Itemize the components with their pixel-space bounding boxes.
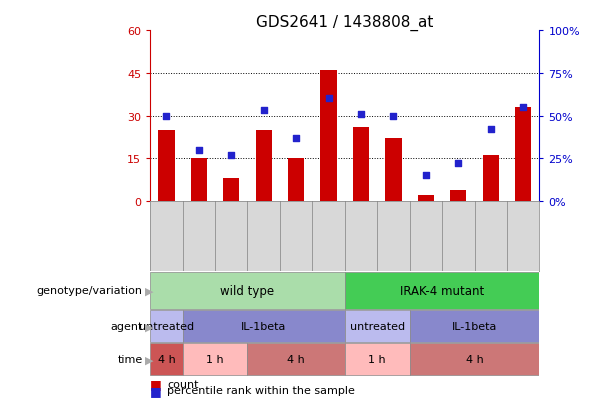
Bar bbox=[191, 159, 207, 202]
Text: ▶: ▶ bbox=[145, 321, 154, 331]
Bar bbox=[248, 344, 345, 375]
Point bbox=[519, 104, 528, 111]
Point bbox=[161, 113, 171, 119]
Point bbox=[421, 173, 431, 179]
Text: percentile rank within the sample: percentile rank within the sample bbox=[167, 385, 355, 395]
Point bbox=[454, 161, 463, 167]
Text: genotype/variation: genotype/variation bbox=[37, 286, 143, 296]
Text: ▶: ▶ bbox=[145, 354, 154, 364]
Bar bbox=[288, 159, 304, 202]
Bar bbox=[150, 344, 183, 375]
Text: untreated: untreated bbox=[349, 321, 405, 331]
Text: 1 h: 1 h bbox=[206, 354, 224, 364]
Point bbox=[324, 96, 333, 102]
Bar bbox=[345, 311, 409, 342]
Text: wild type: wild type bbox=[221, 284, 275, 297]
Text: agent: agent bbox=[110, 321, 143, 331]
Bar bbox=[386, 139, 402, 202]
Bar bbox=[345, 344, 409, 375]
Bar bbox=[183, 311, 345, 342]
Bar bbox=[409, 344, 539, 375]
Bar bbox=[150, 311, 183, 342]
Point bbox=[291, 135, 301, 142]
Point bbox=[486, 126, 496, 133]
Text: ■: ■ bbox=[150, 377, 162, 391]
Bar bbox=[409, 311, 539, 342]
Text: untreated: untreated bbox=[139, 321, 194, 331]
Text: IL-1beta: IL-1beta bbox=[241, 321, 286, 331]
Bar bbox=[450, 190, 466, 202]
Text: ▶: ▶ bbox=[145, 286, 154, 296]
Text: IRAK-4 mutant: IRAK-4 mutant bbox=[400, 284, 484, 297]
Bar bbox=[321, 71, 337, 202]
Bar bbox=[223, 179, 240, 202]
Text: 4 h: 4 h bbox=[158, 354, 175, 364]
Text: 4 h: 4 h bbox=[466, 354, 484, 364]
Text: ■: ■ bbox=[150, 384, 162, 397]
Point bbox=[259, 108, 268, 114]
Bar bbox=[515, 108, 531, 202]
Bar bbox=[150, 272, 345, 309]
Bar bbox=[345, 272, 539, 309]
Bar bbox=[158, 131, 175, 202]
Text: IL-1beta: IL-1beta bbox=[452, 321, 497, 331]
Point bbox=[194, 147, 204, 154]
Text: time: time bbox=[118, 354, 143, 364]
Text: GDS2641 / 1438808_at: GDS2641 / 1438808_at bbox=[256, 15, 433, 31]
Point bbox=[226, 152, 236, 159]
Point bbox=[356, 111, 366, 118]
Bar bbox=[482, 156, 499, 202]
Bar bbox=[353, 128, 369, 202]
Text: 4 h: 4 h bbox=[287, 354, 305, 364]
Bar bbox=[418, 196, 434, 202]
Bar bbox=[256, 131, 272, 202]
Text: count: count bbox=[167, 379, 199, 389]
Text: 1 h: 1 h bbox=[368, 354, 386, 364]
Bar bbox=[183, 344, 248, 375]
Point bbox=[389, 113, 398, 119]
